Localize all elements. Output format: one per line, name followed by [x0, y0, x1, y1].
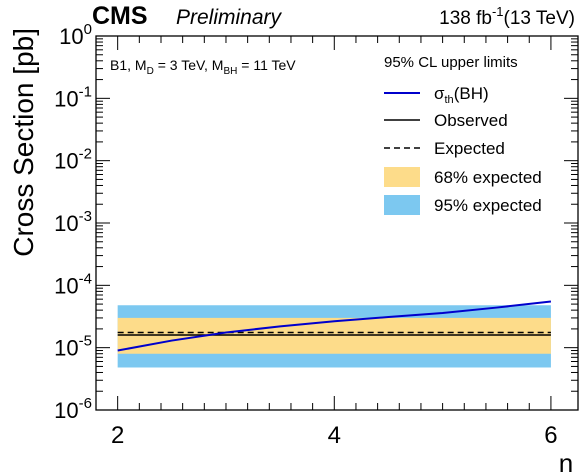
x-tick-label: 4: [328, 422, 341, 449]
legend-68-label: 68% expected: [434, 168, 542, 187]
y-tick-label: 10-6: [54, 395, 92, 423]
y-tick-label: 10-4: [54, 270, 92, 298]
model-md: = 3 TeV, M: [154, 57, 224, 73]
legend-sigma: σ: [434, 84, 445, 103]
y-tick-base: 10: [54, 149, 78, 174]
legend-title: 95% CL upper limits: [384, 54, 518, 71]
model-label: B1, MD = 3 TeV, MBH = 11 TeV: [110, 57, 296, 77]
y-tick-label: 10-3: [54, 208, 92, 236]
y-tick-label: 10-1: [54, 83, 92, 111]
cms-label: CMS: [92, 2, 148, 30]
model-b1: B1, M: [110, 57, 147, 73]
y-tick-exponent: -6: [79, 395, 92, 412]
legend: 95% CL upper limits σth(BH) Observed Exp…: [384, 54, 542, 215]
model-mbh: = 11 TeV: [237, 57, 296, 73]
y-tick-base: 10: [54, 336, 78, 361]
y-tick-exponent: -4: [79, 270, 92, 287]
legend-sigma-rest: (BH): [454, 84, 489, 103]
band-68-expected: [117, 317, 551, 354]
x-tick-label: 2: [111, 422, 124, 449]
y-axis-label: Cross Section [pb]: [8, 28, 39, 257]
legend-sigma-sub: th: [445, 94, 454, 106]
y-tick-base: 10: [54, 398, 78, 423]
y-tick-exponent: -1: [79, 83, 92, 100]
theory-curve: [117, 300, 552, 352]
legend-theory-label: σth(BH): [434, 84, 489, 106]
x-tick-label: 6: [544, 422, 557, 449]
limit-lines: [117, 300, 552, 352]
legend-95-label: 95% expected: [434, 196, 542, 215]
y-tick-base: 10: [59, 24, 83, 49]
legend-expected-label: Expected: [434, 139, 505, 158]
y-tick-label: 10-2: [54, 146, 92, 174]
model-d-sub: D: [147, 66, 154, 77]
x-axis-label: n: [559, 448, 573, 475]
lumi-main: 138 fb: [439, 8, 492, 29]
expected-bands: [117, 305, 551, 368]
x-tick-labels: 2 4 6: [111, 422, 558, 449]
y-tick-exponent: -3: [79, 208, 92, 225]
luminosity-label: 138 fb-1(13 TeV): [439, 4, 575, 29]
legend-95-swatch: [384, 195, 420, 215]
y-tick-label: 10-5: [54, 333, 92, 361]
y-tick-base: 10: [54, 86, 78, 111]
y-tick-base: 10: [54, 273, 78, 298]
model-bh-sub: BH: [223, 66, 237, 77]
y-tick-exponent: -5: [79, 333, 92, 350]
preliminary-label: Preliminary: [176, 6, 283, 29]
y-tick-exponent: -2: [79, 146, 92, 163]
lumi-rest: (13 TeV): [504, 8, 575, 29]
y-tick-label: 100: [59, 21, 92, 49]
legend-observed-label: Observed: [434, 111, 508, 130]
y-tick-exponent: 0: [84, 21, 92, 38]
lumi-exponent: -1: [492, 4, 504, 19]
axis-ticks: [96, 35, 578, 411]
y-tick-base: 10: [54, 211, 78, 236]
legend-68-swatch: [384, 167, 420, 187]
